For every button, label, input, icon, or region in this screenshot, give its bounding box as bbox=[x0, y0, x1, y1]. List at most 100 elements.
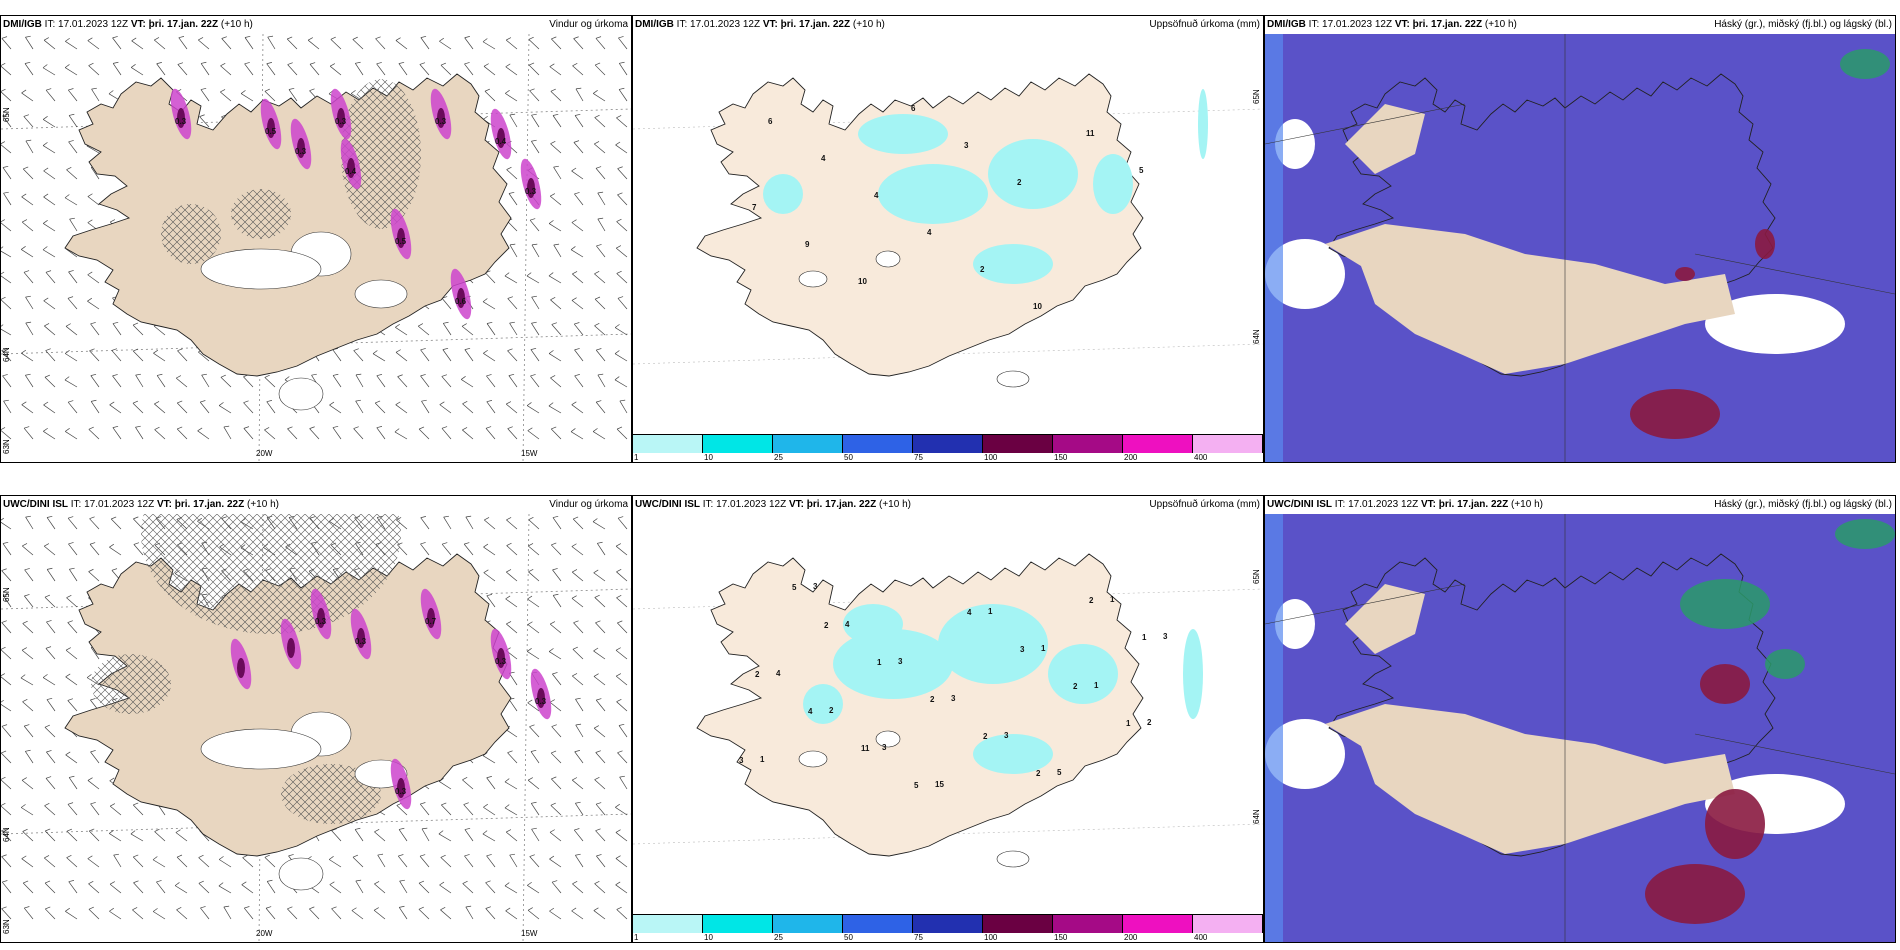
wind-barb bbox=[509, 853, 518, 868]
wind-barb bbox=[465, 905, 474, 920]
wind-barb bbox=[619, 399, 628, 414]
wind-barb bbox=[594, 322, 606, 336]
axis-label: 65N bbox=[1252, 89, 1261, 104]
wind-barb bbox=[551, 542, 562, 556]
wind-barb bbox=[573, 620, 584, 634]
wind-barb bbox=[44, 724, 56, 738]
wind-barb bbox=[395, 37, 408, 50]
wind-barb bbox=[505, 89, 518, 102]
wind-barb bbox=[574, 113, 584, 128]
wind-barb bbox=[67, 802, 78, 816]
mid-cloud bbox=[1765, 649, 1805, 679]
wind-barb bbox=[132, 907, 144, 920]
wind-barb bbox=[1, 219, 12, 232]
wind-barb bbox=[594, 776, 606, 790]
precip-core bbox=[357, 628, 365, 648]
wind-barb bbox=[575, 697, 584, 712]
wind-barb bbox=[528, 516, 540, 530]
wind-barb bbox=[596, 854, 606, 868]
wind-barb bbox=[595, 802, 606, 816]
legend-bar bbox=[633, 434, 1263, 453]
wind-barb bbox=[594, 880, 606, 894]
wind-barb bbox=[44, 802, 56, 816]
legend-tick-label: 400 bbox=[1194, 453, 1208, 462]
init-time: IT: 17.01.2023 12Z bbox=[1305, 19, 1395, 30]
border-line bbox=[1265, 583, 1466, 625]
wind-barb bbox=[530, 374, 540, 388]
wind-barb bbox=[508, 191, 518, 206]
precip-area bbox=[833, 629, 953, 699]
wind-barb bbox=[618, 723, 628, 738]
wind-barb bbox=[482, 38, 496, 50]
wind-barb bbox=[1, 828, 12, 842]
precip-total-label: 1 bbox=[1041, 644, 1046, 653]
wind-barb bbox=[421, 827, 430, 842]
precip-total-label: 9 bbox=[805, 240, 810, 249]
wind-barb bbox=[616, 595, 628, 608]
panel-title: Uppsöfnuð úrkoma (mm) bbox=[1149, 499, 1260, 510]
wind-barb bbox=[374, 881, 386, 894]
lead-time: (+10 h) bbox=[850, 19, 885, 30]
legend-ticks: 1 10 25 50 75 100 150 200 400 bbox=[633, 933, 1263, 942]
wind-barb bbox=[3, 191, 12, 206]
legend-swatch bbox=[983, 435, 1053, 453]
wind-barb bbox=[25, 139, 34, 154]
precip-total-label: 3 bbox=[951, 694, 956, 703]
panel-header: DMI/IGB IT: 17.01.2023 12Z VT: þri. 17.j… bbox=[1267, 19, 1517, 30]
wind-barb bbox=[463, 802, 474, 816]
wind-barb bbox=[352, 854, 364, 868]
precip-value: 0.3 bbox=[395, 787, 407, 796]
wind-barb bbox=[486, 400, 496, 414]
precip-total-label: 2 bbox=[1017, 178, 1022, 187]
wind-barb bbox=[199, 114, 210, 128]
precip-total-label: 2 bbox=[1089, 596, 1094, 605]
wind-barb bbox=[2, 541, 12, 556]
panel-header: UWC/DINI ISL IT: 17.01.2023 12Z VT: þri.… bbox=[3, 499, 279, 510]
precip-core bbox=[337, 108, 345, 128]
precip-value: 0.3 bbox=[495, 657, 507, 666]
wind-barb bbox=[109, 881, 122, 894]
wind-barb bbox=[264, 374, 276, 388]
wind-barb bbox=[550, 140, 562, 154]
wind-barb bbox=[1, 88, 12, 102]
wind-barb bbox=[21, 855, 34, 868]
cloud-map bbox=[1265, 34, 1895, 462]
wind-barb bbox=[505, 401, 518, 414]
legend-tick-label: 50 bbox=[844, 453, 853, 462]
wind-barb bbox=[90, 373, 100, 388]
precip-total-label: 4 bbox=[927, 228, 932, 237]
wind-barb bbox=[43, 297, 56, 310]
wind-barb bbox=[309, 906, 320, 920]
wind-barb bbox=[132, 348, 144, 362]
wind-barb bbox=[112, 61, 122, 76]
wind-barb bbox=[45, 646, 56, 660]
wind-barb bbox=[44, 594, 56, 608]
wind-barb bbox=[420, 516, 430, 530]
wind-barb bbox=[87, 37, 100, 50]
wind-barb bbox=[1, 246, 12, 258]
wind-barb bbox=[68, 140, 78, 154]
graticule-line bbox=[522, 34, 530, 462]
legend-swatch bbox=[1123, 915, 1193, 933]
wind-barb bbox=[507, 426, 518, 440]
wind-barb bbox=[42, 116, 56, 128]
wind-barb bbox=[617, 166, 628, 180]
wind-barb bbox=[573, 36, 584, 50]
legend-tick-label: 25 bbox=[774, 453, 783, 462]
wind-barb bbox=[550, 375, 562, 388]
valid-time-label: VT: bbox=[788, 499, 804, 510]
wind-barb bbox=[571, 219, 584, 232]
wind-barb bbox=[287, 906, 298, 920]
valid-time-label: VT: bbox=[130, 19, 146, 30]
valid-time-label: VT: bbox=[156, 499, 172, 510]
panel-title: Vindur og úrkoma bbox=[549, 499, 628, 510]
legend-swatch bbox=[633, 915, 703, 933]
wind-barb bbox=[240, 90, 254, 102]
lead-time: (+10 h) bbox=[244, 499, 279, 510]
wind-barb bbox=[549, 621, 562, 634]
precip-total-label: 10 bbox=[858, 277, 867, 286]
wind-barb bbox=[21, 89, 34, 102]
wind-barb bbox=[527, 907, 540, 920]
precip-value: 0.3 bbox=[525, 187, 537, 196]
wind-barb bbox=[332, 425, 342, 440]
